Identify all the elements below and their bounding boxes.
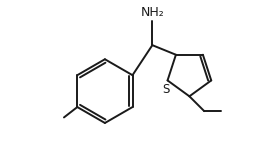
Text: S: S xyxy=(162,83,170,96)
Text: NH₂: NH₂ xyxy=(140,6,164,19)
